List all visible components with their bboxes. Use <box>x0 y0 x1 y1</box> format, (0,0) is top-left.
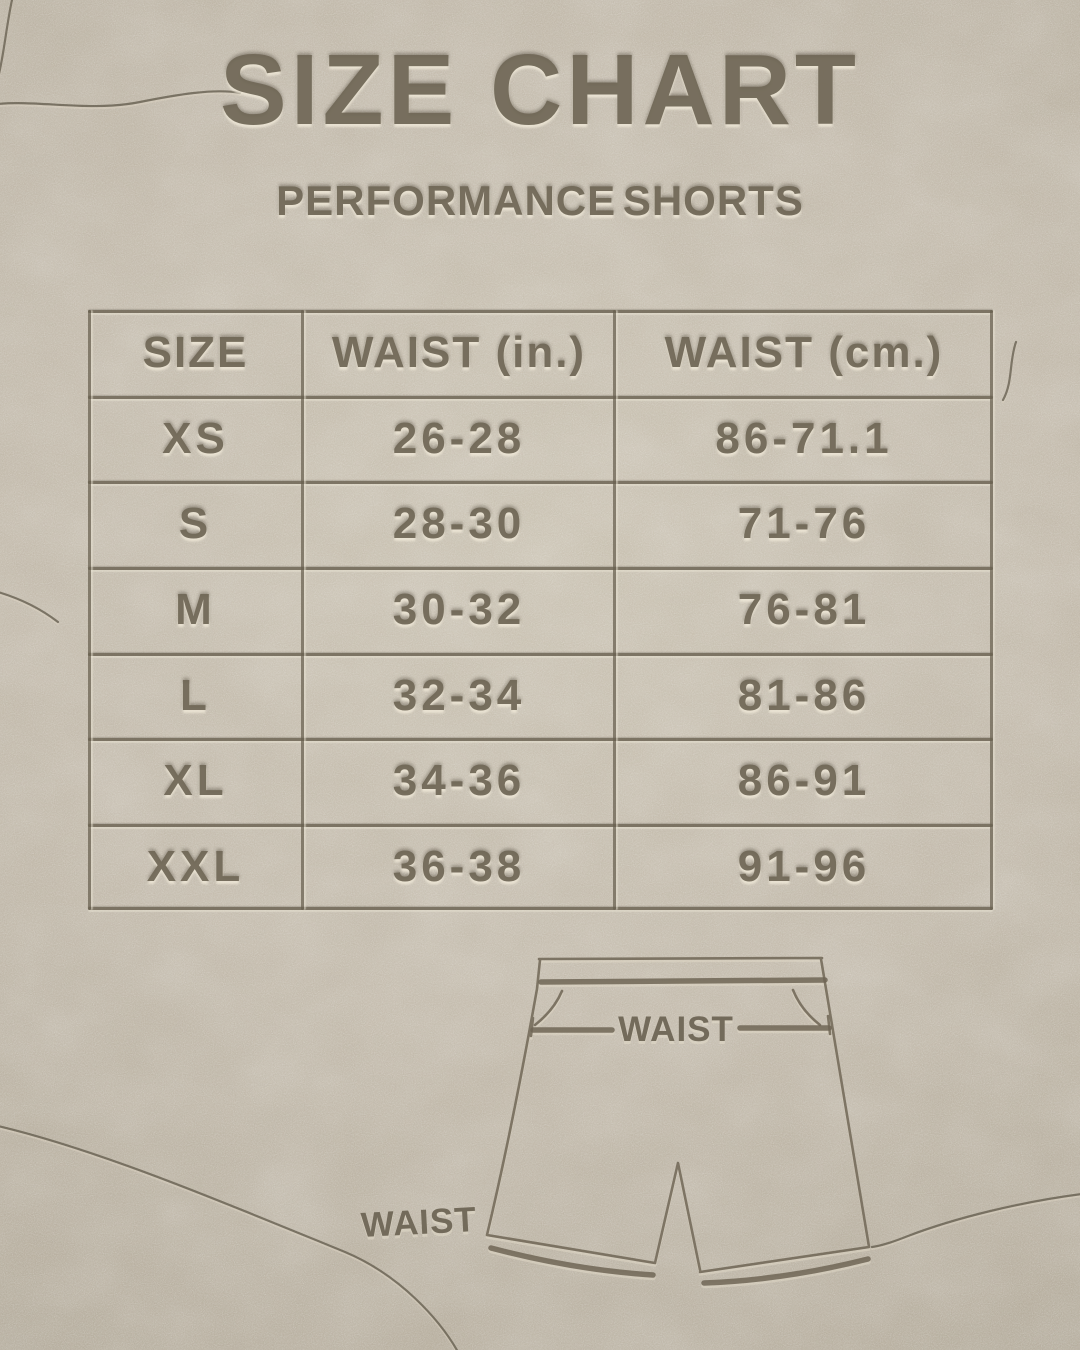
table-cell-waist-cm: 71-76 <box>737 499 871 549</box>
table-cell-waist-in: 26-28 <box>392 413 526 463</box>
waist-side-label: WAIST <box>360 1200 478 1245</box>
waist-line-label: WAIST <box>618 1010 734 1049</box>
page-subtitle: PERFORMANCE SHORTS <box>276 177 804 224</box>
shorts-outline <box>485 956 871 1274</box>
waist-side-label-highlight: WAIST <box>360 1203 478 1248</box>
size-table: SIZE WAIST (in.) WAIST (cm.) XS 26-28 86… <box>88 310 993 910</box>
page-title: SIZE CHART <box>220 34 860 146</box>
table-cell-waist-cm: 86-91 <box>737 756 871 806</box>
table-cell-waist-cm: 76-81 <box>737 584 871 634</box>
table-cell-waist-cm: 81-86 <box>737 670 871 720</box>
column-header-waist-cm: WAIST (cm.) <box>664 327 944 377</box>
table-cell-waist-in: 34-36 <box>392 756 526 806</box>
table-cell-waist-cm: 86-71.1 <box>715 413 893 463</box>
table-cell-size: S <box>178 499 213 549</box>
shorts-outline-highlight <box>485 959 871 1276</box>
table-cell-waist-in: 32-34 <box>392 670 526 720</box>
table-cell-waist-in: 30-32 <box>392 584 526 634</box>
waist-line-label-highlight: WAIST <box>618 1013 734 1052</box>
size-table-grid: SIZE WAIST (in.) WAIST (cm.) XS 26-28 86… <box>88 310 993 910</box>
table-cell-size: M <box>175 584 216 634</box>
table-cell-size: L <box>180 670 211 720</box>
table-cell-size: XL <box>163 756 228 806</box>
table-cell-waist-in: 28-30 <box>392 499 526 549</box>
shorts-seams-highlight <box>491 983 868 1286</box>
table-cell-waist-cm: 91-96 <box>737 842 871 892</box>
column-header-size: SIZE <box>142 327 249 377</box>
shorts-illustration: WAIST WAIST WAIST WAIST <box>360 956 960 1350</box>
column-header-waist-in: WAIST (in.) <box>331 327 587 377</box>
table-cell-waist-in: 36-38 <box>392 842 526 892</box>
shorts-seams <box>491 980 868 1283</box>
table-cell-size: XXL <box>146 842 245 892</box>
table-cell-size: XS <box>162 413 229 463</box>
